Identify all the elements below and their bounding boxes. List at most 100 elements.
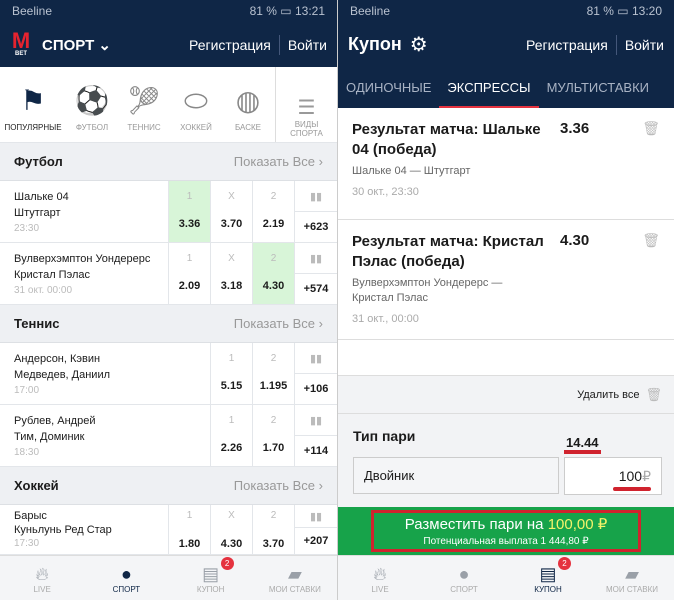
section-header: Теннис Показать Все › bbox=[0, 305, 337, 343]
odd-button[interactable]: 1 2.09 bbox=[168, 243, 210, 304]
odd-button[interactable]: X 3.18 bbox=[210, 243, 252, 304]
sport-screen: Beeline 81 % ▭ 13:21 M BET СПОРТ ⌄ Регист… bbox=[0, 0, 337, 600]
sport-popular[interactable]: ⚑ ПОПУЛЯРНЫЕ bbox=[4, 85, 62, 132]
nav-item[interactable]: ▰ МОИ СТАВКИ bbox=[605, 563, 659, 594]
place-bet-button[interactable]: Разместить пари на 100,00 ₽ Потенциальна… bbox=[338, 507, 674, 555]
odd-button[interactable]: 2 1.195 bbox=[252, 343, 294, 404]
odd-button[interactable]: 2 3.70 bbox=[252, 505, 294, 554]
nav-item[interactable]: 🔥︎ LIVE bbox=[33, 563, 51, 594]
nav-item[interactable]: ▤ 2 КУПОН bbox=[506, 556, 590, 600]
sport-tennis[interactable]: 🎾︎ ТЕННИС bbox=[126, 85, 162, 132]
tennis-racket-icon: 🎾︎ bbox=[126, 85, 162, 116]
battery: 81 % bbox=[249, 4, 277, 18]
folder-icon: ▰ bbox=[287, 563, 302, 584]
nav-item[interactable]: ● СПОРТ bbox=[450, 563, 478, 594]
gear-icon[interactable]: ⚙ bbox=[409, 34, 428, 56]
odd-button[interactable]: 1 5.15 bbox=[210, 343, 252, 404]
tab-express[interactable]: ЭКСПРЕССЫ bbox=[439, 67, 539, 108]
odd-button[interactable]: 2 2.19 bbox=[252, 181, 294, 242]
battery: 81 % bbox=[586, 4, 614, 18]
app-header: M BET СПОРТ ⌄ Регистрация Войти bbox=[0, 22, 337, 67]
odd-button[interactable]: 2 4.30 bbox=[252, 243, 294, 304]
stats-icon[interactable]: ▮▮ bbox=[295, 181, 337, 212]
show-all-link[interactable]: Показать Все › bbox=[233, 154, 323, 169]
odd-button[interactable]: X 4.30 bbox=[210, 505, 252, 554]
tab-singles[interactable]: ОДИНОЧНЫЕ bbox=[346, 80, 432, 95]
odd-button[interactable]: X 3.70 bbox=[210, 181, 252, 242]
folder-icon: ▰ bbox=[625, 563, 639, 584]
stats-icon[interactable]: ▮▮ bbox=[295, 405, 337, 436]
section-title: Теннис bbox=[14, 316, 60, 331]
sport-hockey[interactable]: ⬭ ХОККЕЙ bbox=[180, 85, 212, 132]
trash-icon[interactable]: 🗑︎ bbox=[642, 232, 660, 248]
nav-item[interactable]: ▤ 2 КУПОН bbox=[169, 556, 253, 600]
login-link[interactable]: Войти bbox=[287, 36, 327, 53]
bet-item: Результат матча: Шальке 04 (победа) Шаль… bbox=[338, 108, 674, 220]
tab-multi[interactable]: МУЛЬТИСТАВКИ bbox=[546, 80, 649, 95]
more-markets[interactable]: +623 bbox=[303, 221, 329, 233]
sport-basketball[interactable]: ◍ БАСКЕ bbox=[234, 85, 261, 132]
mbet-logo[interactable]: M BET bbox=[11, 27, 31, 57]
team-1: Вулверхэмптон Уондерерс bbox=[14, 253, 151, 265]
bet-type-select[interactable]: Двойник bbox=[353, 457, 559, 494]
event-row[interactable]: Вулверхэмптон Уондерерс Кристал Пэлас 31 о… bbox=[0, 243, 337, 305]
clock: 13:21 bbox=[294, 4, 325, 18]
team-2: Куньлунь Ред Стар bbox=[14, 524, 112, 536]
more-markets[interactable]: +114 bbox=[303, 445, 329, 457]
odd-button[interactable]: 2 1.70 bbox=[252, 405, 294, 466]
more-markets[interactable]: +207 bbox=[303, 535, 329, 547]
bet-odds: 4.30 bbox=[560, 232, 590, 249]
bet-item: Результат матча: Кристал Пэлас (победа) … bbox=[338, 220, 674, 340]
team-2: Штутгарт bbox=[14, 207, 61, 219]
coupon-tabs: ОДИНОЧНЫЕ ЭКСПРЕССЫ МУЛЬТИСТАВКИ bbox=[338, 67, 674, 108]
nav-item[interactable]: 🔥︎ LIVE bbox=[371, 563, 389, 594]
more-markets[interactable]: +574 bbox=[303, 283, 329, 295]
delete-all-button[interactable]: Удалить все 🗑︎ bbox=[338, 376, 674, 414]
bet-odds: 3.36 bbox=[560, 120, 590, 137]
nav-item[interactable]: ▰ МОИ СТАВКИ bbox=[268, 563, 321, 594]
bet-slip-panel: Удалить все 🗑︎ Тип пари 14.44 Двойник 100… bbox=[338, 375, 674, 507]
carrier: Beeline bbox=[350, 4, 391, 18]
sport-kinds-button[interactable]: ☰ ВИДЫ СПОРТА bbox=[275, 67, 337, 142]
event-row[interactable]: Рублев, Андрей Тим, Доминик 18:30 1 2.26 2 1.7… bbox=[0, 405, 337, 467]
fire-icon: 🔥︎ bbox=[35, 563, 49, 584]
bottom-nav: 🔥︎ LIVE ● СПОРТ ▤ 2 КУПОН ▰ МОИ СТАВКИ bbox=[0, 555, 337, 600]
login-link[interactable]: Войти bbox=[624, 36, 664, 53]
odd-button[interactable]: 1 2.26 bbox=[210, 405, 252, 466]
coupon-screen: Beeline 81 % ▭ 13:20 Купон ⚙ Регистрация… bbox=[337, 0, 674, 600]
stats-icon[interactable]: ▮▮ bbox=[295, 505, 337, 528]
show-all-link[interactable]: Показать Все › bbox=[233, 478, 323, 493]
sport-football[interactable]: ⚽ ФУТБОЛ bbox=[74, 85, 110, 132]
register-link[interactable]: Регистрация bbox=[188, 36, 271, 53]
event-row[interactable]: Барыс Куньлунь Ред Стар 17:30 1 1.80 X 4.30 2 3.… bbox=[0, 505, 337, 555]
basketball-icon: ◍ bbox=[235, 85, 261, 116]
trash-icon[interactable]: 🗑︎ bbox=[642, 120, 660, 136]
event-time: 17:30 bbox=[14, 538, 40, 549]
coupon-header: Купон ⚙ Регистрация Войти bbox=[338, 22, 674, 67]
bottom-nav: 🔥︎ LIVE ● СПОРТ ▤ 2 КУПОН ▰ МОИ СТАВКИ bbox=[338, 555, 674, 600]
stats-icon[interactable]: ▮▮ bbox=[295, 243, 337, 274]
bet-event: Шальке 04 — Штутгарт bbox=[352, 165, 471, 177]
event-row[interactable]: Шальке 04 Штутгарт 23:30 1 3.36 X 3.70 2 2.19 ▮▮ +… bbox=[0, 181, 337, 243]
coupon-icon: ▤ bbox=[539, 563, 557, 584]
coupon-icon: ▤ bbox=[202, 563, 220, 584]
stats-icon[interactable]: ▮▮ bbox=[295, 343, 337, 374]
status-bar: Beeline 81 % ▭ 13:20 bbox=[338, 0, 674, 22]
sport-ball-icon: ● bbox=[458, 563, 470, 584]
show-all-link[interactable]: Показать Все › bbox=[233, 316, 323, 331]
bet-date: 30 окт., 23:30 bbox=[352, 186, 419, 198]
flag-icon: ⚑ bbox=[20, 85, 46, 116]
stake-input[interactable]: 100₽ bbox=[564, 457, 662, 495]
event-row[interactable]: Андерсон, Кэвин Медведев, Даниил 17:00 1 5.1… bbox=[0, 343, 337, 405]
carrier: Beeline bbox=[12, 4, 53, 18]
nav-item[interactable]: ● СПОРТ bbox=[112, 563, 141, 594]
register-link[interactable]: Регистрация bbox=[525, 36, 608, 53]
section-header: Хоккей Показать Все › bbox=[0, 467, 337, 505]
odd-button[interactable]: 1 1.80 bbox=[168, 505, 210, 554]
bet-market: Результат матча: Кристал Пэлас (победа) bbox=[352, 233, 544, 270]
sports-strip[interactable]: ⚑ ПОПУЛЯРНЫЕ ⚽ ФУТБОЛ 🎾︎ ТЕННИС ⬭ ХОККЕЙ ◍ БА… bbox=[0, 67, 337, 143]
odd-button[interactable]: 1 3.36 bbox=[168, 181, 210, 242]
more-markets[interactable]: +106 bbox=[303, 383, 329, 395]
section-dropdown[interactable]: СПОРТ ⌄ bbox=[42, 36, 112, 54]
status-bar: Beeline 81 % ▭ 13:21 bbox=[0, 0, 337, 22]
